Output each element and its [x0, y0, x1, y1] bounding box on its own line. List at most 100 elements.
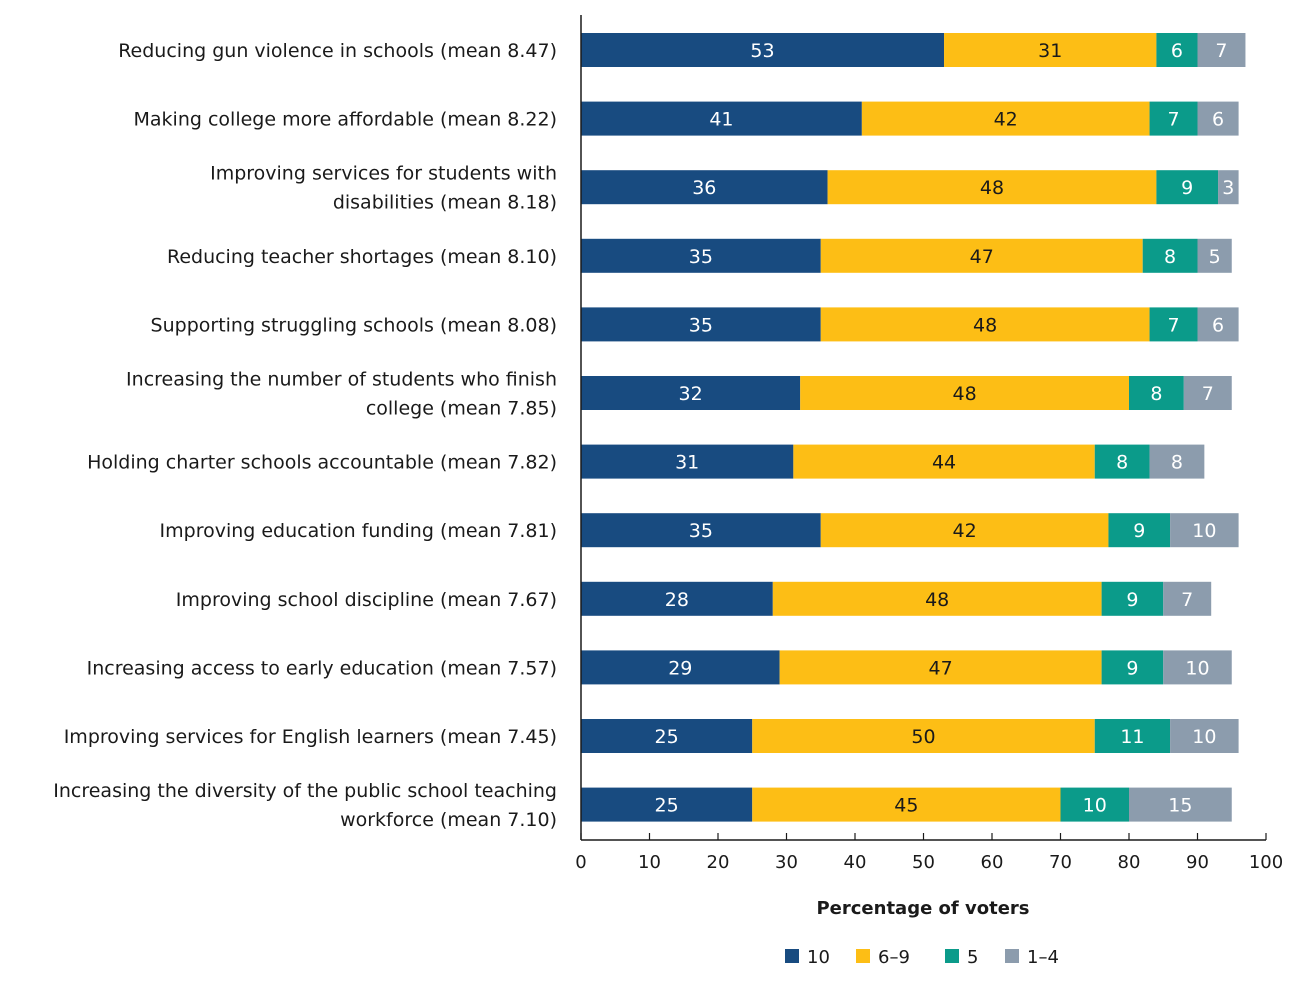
- bar-value-label: 9: [1181, 177, 1193, 199]
- bar-segment: [1101, 650, 1164, 685]
- bar-value-label: 8: [1150, 383, 1162, 405]
- bar-value-label: 47: [970, 246, 994, 268]
- bar-segment: [820, 513, 1109, 548]
- bar-value-label: 8: [1164, 246, 1176, 268]
- bar-segment: [581, 719, 753, 753]
- bar-value-label: 48: [925, 589, 949, 611]
- bar-segment: [1149, 307, 1198, 342]
- x-tick-label: 40: [844, 852, 867, 873]
- bar-segment: [581, 581, 773, 616]
- bar-value-label: 32: [679, 383, 703, 405]
- bar-value-label: 9: [1133, 520, 1145, 542]
- category-label: Increasing the number of students who fi…: [126, 369, 557, 391]
- legend-swatch: [785, 949, 799, 963]
- bar-value-label: 35: [689, 520, 713, 542]
- x-tick-label: 90: [1186, 852, 1209, 873]
- bar-segment: [1142, 238, 1198, 273]
- category-label: workforce (mean 7.10): [340, 809, 557, 831]
- bar-value-label: 7: [1167, 314, 1179, 336]
- x-tick-label: 10: [638, 852, 661, 873]
- category-label: Holding charter schools accountable (mea…: [87, 452, 557, 474]
- bar-segment: [1197, 307, 1239, 342]
- bar-value-label: 15: [1168, 795, 1192, 817]
- bar-value-label: 42: [994, 109, 1018, 131]
- bar-segment: [1101, 581, 1164, 616]
- bar-segment: [752, 787, 1061, 822]
- legend-label: 5: [967, 947, 978, 968]
- bar-value-label: 6: [1212, 314, 1224, 336]
- category-label: Increasing access to early education (me…: [87, 657, 557, 679]
- bar-segment: [1156, 170, 1219, 205]
- bar-value-label: 42: [953, 520, 977, 542]
- category-label: Supporting struggling schools (mean 8.08…: [151, 314, 557, 336]
- bar-value-label: 10: [1185, 657, 1209, 679]
- bar-value-label: 10: [1083, 795, 1107, 817]
- bar-value-label: 6: [1171, 40, 1183, 62]
- bar-value-label: 47: [929, 657, 953, 679]
- bar-value-label: 10: [1192, 726, 1216, 748]
- bar-segment: [1197, 33, 1246, 67]
- bar-segment: [1129, 787, 1232, 822]
- bar-value-label: 35: [689, 246, 713, 268]
- bar-value-label: 25: [655, 795, 679, 817]
- bar-segment: [581, 238, 821, 273]
- bar-value-label: 9: [1126, 657, 1138, 679]
- bar-segment: [861, 101, 1150, 136]
- category-label: Improving services for students with: [210, 163, 557, 185]
- bar-value-label: 11: [1120, 726, 1144, 748]
- bar-value-label: 7: [1181, 589, 1193, 611]
- bar-segment: [1197, 101, 1239, 136]
- bar-value-label: 48: [980, 177, 1004, 199]
- legend-swatch: [856, 949, 870, 963]
- bars-group: 53 31 6 7 41 42 7 6 36 48 9 3 35 47 8 5 35 48 7 6 32 48 8 7 31 44…: [581, 33, 1246, 822]
- bar-segment: [581, 101, 862, 136]
- x-tick-label: 100: [1249, 852, 1283, 873]
- bar-segment: [1149, 101, 1198, 136]
- bar-segment: [1156, 33, 1198, 67]
- bar-segment: [772, 581, 1102, 616]
- bar-segment: [793, 444, 1095, 479]
- bar-segment: [827, 170, 1157, 205]
- bar-value-label: 7: [1167, 109, 1179, 131]
- category-label: Improving services for English learners …: [64, 726, 557, 748]
- bar-segment: [1218, 170, 1239, 205]
- bar-value-label: 3: [1222, 177, 1234, 199]
- bar-segment: [752, 719, 1095, 753]
- bar-value-label: 7: [1202, 383, 1214, 405]
- bar-segment: [581, 170, 828, 205]
- x-tick-label: 20: [707, 852, 730, 873]
- bar-value-label: 31: [675, 452, 699, 474]
- category-label: college (mean 7.85): [366, 398, 557, 420]
- bar-segment: [581, 444, 794, 479]
- bar-segment: [1060, 787, 1129, 822]
- x-tick-label: 60: [981, 852, 1004, 873]
- bar-segment: [1129, 376, 1184, 410]
- category-label: Making college more affordable (mean 8.2…: [134, 109, 557, 131]
- bar-segment: [1108, 513, 1171, 548]
- x-axis-title: Percentage of voters: [816, 898, 1029, 919]
- bar-segment: [944, 33, 1157, 67]
- bar-segment: [581, 307, 821, 342]
- legend-label: 10: [807, 947, 830, 968]
- bar-segment: [1094, 719, 1171, 753]
- bar-segment: [1197, 238, 1232, 273]
- bar-segment: [1183, 376, 1232, 410]
- bar-value-label: 29: [668, 657, 692, 679]
- bar-value-label: 35: [689, 314, 713, 336]
- bar-segment: [1094, 444, 1150, 479]
- category-label: Reducing teacher shortages (mean 8.10): [167, 246, 557, 268]
- bar-segment: [581, 787, 753, 822]
- x-tick-label: 70: [1049, 852, 1072, 873]
- legend-swatch: [945, 949, 959, 963]
- x-tick-label: 50: [912, 852, 935, 873]
- category-label: Reducing gun violence in schools (mean 8…: [118, 40, 557, 62]
- bar-value-label: 7: [1215, 40, 1227, 62]
- bar-value-label: 10: [1192, 520, 1216, 542]
- x-tick-label: 30: [775, 852, 798, 873]
- bar-value-label: 45: [894, 795, 918, 817]
- bar-value-label: 48: [953, 383, 977, 405]
- bar-segment: [800, 376, 1129, 410]
- bar-segment: [1163, 581, 1212, 616]
- bar-value-label: 8: [1116, 452, 1128, 474]
- bar-segment: [581, 513, 821, 548]
